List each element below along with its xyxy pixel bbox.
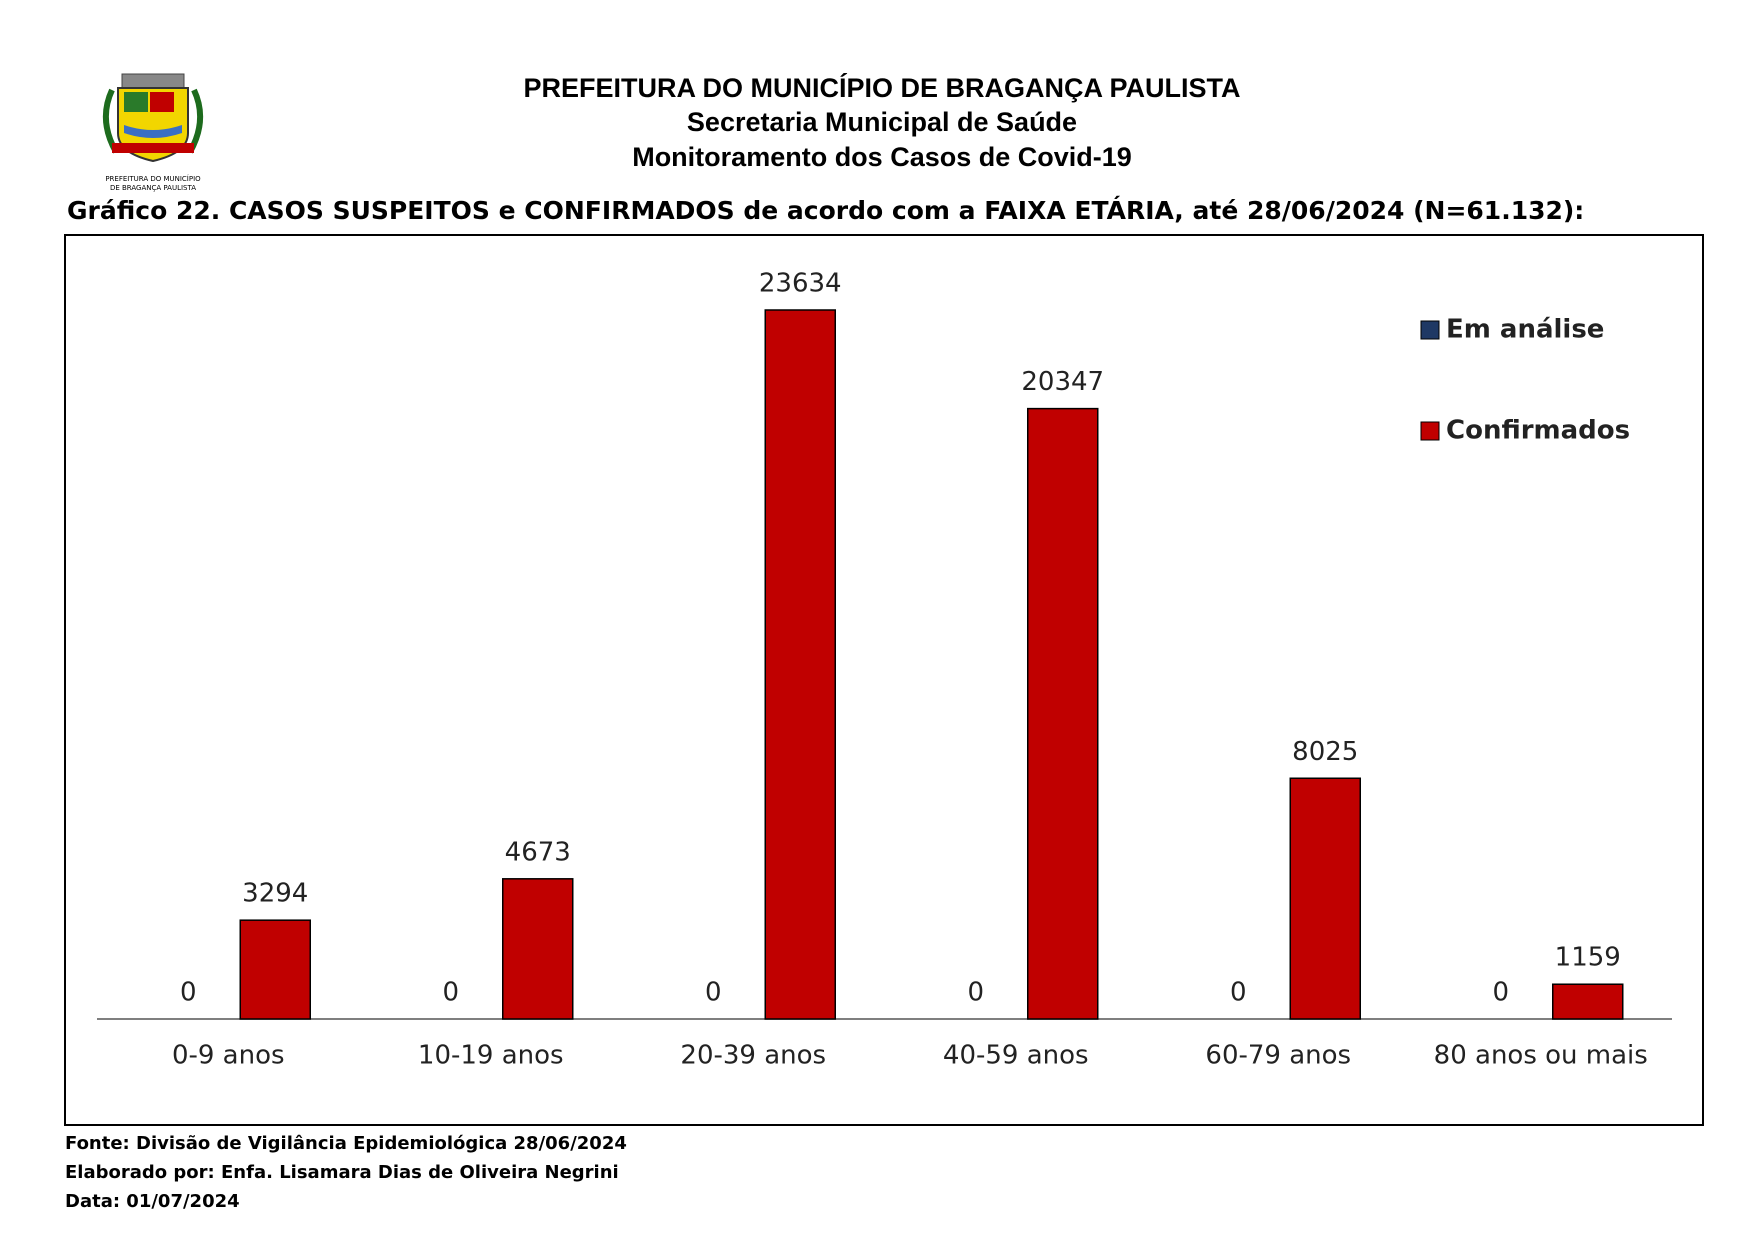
header-title: PREFEITURA DO MUNICÍPIO DE BRAGANÇA PAUL…: [523, 72, 1240, 103]
data-label: 23634: [759, 269, 842, 299]
logo-caption: DE BRAGANÇA PAULISTA: [110, 184, 196, 192]
chart-frame: [64, 234, 1704, 1126]
data-label: 0: [180, 978, 197, 1008]
footer-line: Elaborado por: Enfa. Lisamara Dias de Ol…: [65, 1162, 619, 1183]
x-tick-label: 10-19 anos: [418, 1041, 564, 1071]
logo-caption: PREFEITURA DO MUNICÍPIO: [105, 174, 201, 183]
bar: [764, 309, 836, 1020]
data-label: 20347: [1021, 367, 1104, 397]
bar: [239, 919, 311, 1020]
data-label: 0: [705, 978, 722, 1008]
legend-swatch: [1420, 421, 1440, 441]
legend-label: Em análise: [1446, 315, 1604, 345]
data-label: 4673: [505, 837, 571, 867]
x-tick-label: 80 anos ou mais: [1434, 1041, 1648, 1071]
data-label: 3294: [242, 879, 308, 909]
data-label: 0: [1230, 978, 1247, 1008]
x-tick-label: 60-79 anos: [1205, 1041, 1351, 1071]
bar: [1552, 983, 1624, 1020]
header-subtitle: Monitoramento dos Casos de Covid-19: [632, 142, 1132, 172]
chart-title: Gráfico 22. CASOS SUSPEITOS e CONFIRMADO…: [67, 196, 1584, 225]
header-subtitle: Secretaria Municipal de Saúde: [687, 107, 1077, 137]
data-label: 0: [967, 978, 984, 1008]
legend-swatch: [1420, 320, 1440, 340]
bar: [502, 878, 574, 1020]
x-tick-label: 20-39 anos: [680, 1041, 826, 1071]
bar: [1289, 777, 1361, 1020]
data-label: 8025: [1292, 737, 1358, 767]
legend-label: Confirmados: [1446, 416, 1630, 446]
data-label: 0: [442, 978, 459, 1008]
footer-line: Data: 01/07/2024: [65, 1191, 240, 1212]
x-tick-label: 40-59 anos: [943, 1041, 1089, 1071]
data-label: 1159: [1555, 943, 1621, 973]
logo: PREFEITURA DO MUNICÍPIO DE BRAGANÇA PAUL…: [102, 73, 204, 192]
data-label: 0: [1492, 978, 1509, 1008]
footer-line: Fonte: Divisão de Vigilância Epidemiológ…: [65, 1133, 627, 1154]
x-tick-label: 0-9 anos: [172, 1041, 285, 1071]
bar: [1027, 407, 1099, 1020]
